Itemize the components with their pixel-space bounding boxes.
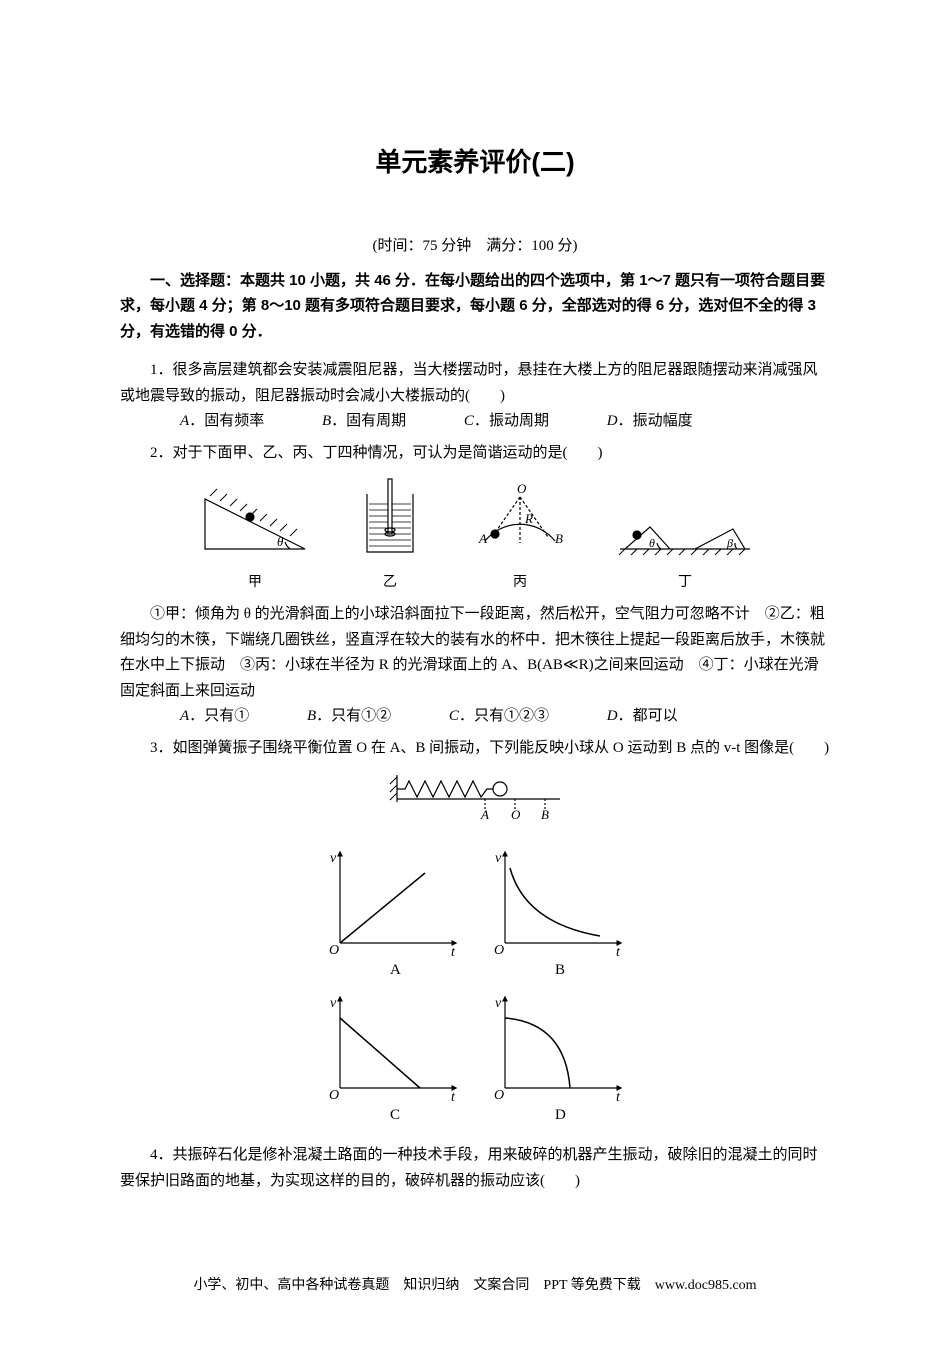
q3-graphs: v t O A v t O B v t O — [120, 838, 830, 1138]
page-title: 单元素养评价(二) — [120, 140, 830, 184]
spring-B: B — [541, 807, 549, 822]
ding-theta: θ — [649, 536, 655, 550]
axis-t-D: t — [616, 1090, 621, 1105]
section-instructions: 一、选择题：本题共 10 小题，共 46 分．在每小题给出的四个选项中，第 1～… — [120, 268, 830, 345]
svg-text:O: O — [494, 1088, 504, 1103]
q2-fig-jia: θ 甲 — [195, 484, 315, 594]
q2-opt-b: 只有①② — [331, 708, 391, 724]
axis-t-C: t — [451, 1090, 456, 1105]
q2-opt-c: 只有①②③ — [474, 708, 549, 724]
q2-opt-d: 都可以 — [633, 708, 678, 724]
graph-label-D: D — [555, 1107, 566, 1123]
axis-t-B: t — [616, 945, 621, 960]
q2-label-jia: 甲 — [195, 571, 315, 595]
svg-text:O: O — [494, 943, 504, 958]
bing-B: B — [555, 531, 563, 546]
q2-fig-bing: O R A B 丙 — [465, 479, 575, 594]
q3-spring-diagram: A O B — [120, 767, 830, 832]
q2-fig-ding: θ β 丁 — [615, 499, 755, 594]
q2-label-ding: 丁 — [615, 571, 755, 595]
bing-O: O — [517, 481, 527, 496]
axis-v-D: v — [495, 996, 502, 1011]
q2-fig-yi: 乙 — [355, 474, 425, 594]
subtitle: (时间：75 分钟 满分：100 分) — [120, 234, 830, 260]
graph-label-C: C — [390, 1107, 400, 1123]
graph-label-A: A — [390, 962, 401, 978]
q1-opt-a: 固有频率 — [204, 413, 264, 429]
q2-intro: 2．对于下面甲、乙、丙、丁四种情况，可认为是简谐运动的是( ) — [120, 441, 830, 467]
svg-text:O: O — [329, 1088, 339, 1103]
page-footer: 小学、初中、高中各种试卷真题 知识归纳 文案合同 PPT 等免费下载 www.d… — [120, 1274, 830, 1298]
q2-desc: ①甲：倾角为 θ 的光滑斜面上的小球沿斜面拉下一段距离，然后松开，空气阻力可忽略… — [120, 602, 830, 704]
axis-v-B: v — [495, 851, 502, 866]
q2-figures: θ 甲 — [120, 474, 830, 594]
bing-R: R — [524, 511, 533, 526]
q1-opt-b: 固有周期 — [346, 413, 406, 429]
q1-opt-c: 振动周期 — [489, 413, 549, 429]
theta-label: θ — [277, 534, 284, 549]
svg-text:O: O — [329, 943, 339, 958]
axis-v-A: v — [330, 851, 337, 866]
q1-options: A．固有频率 B．固有周期 C．振动周期 D．振动幅度 — [120, 409, 830, 435]
axis-t-A: t — [451, 945, 456, 960]
axis-v-C: v — [330, 996, 337, 1011]
graph-label-B: B — [555, 962, 565, 978]
q1-text: 1．很多高层建筑都会安装减震阻尼器，当大楼摆动时，悬挂在大楼上方的阻尼器跟随摆动… — [120, 358, 830, 409]
q2-label-yi: 乙 — [355, 571, 425, 595]
q3-text: 3．如图弹簧振子围绕平衡位置 O 在 A、B 间振动，下列能反映小球从 O 运动… — [120, 736, 830, 762]
spring-A: A — [480, 807, 489, 822]
q2-options: A．只有① B．只有①② C．只有①②③ D．都可以 — [120, 704, 830, 730]
q1-opt-d: 振动幅度 — [633, 413, 693, 429]
q4-text: 4．共振碎石化是修补混凝土路面的一种技术手段，用来破碎的机器产生振动，破除旧的混… — [120, 1143, 830, 1194]
ding-beta: β — [726, 536, 733, 550]
q2-opt-a: 只有① — [204, 708, 249, 724]
q2-label-bing: 丙 — [465, 571, 575, 595]
bing-A: A — [478, 531, 487, 546]
spring-O: O — [511, 807, 521, 822]
